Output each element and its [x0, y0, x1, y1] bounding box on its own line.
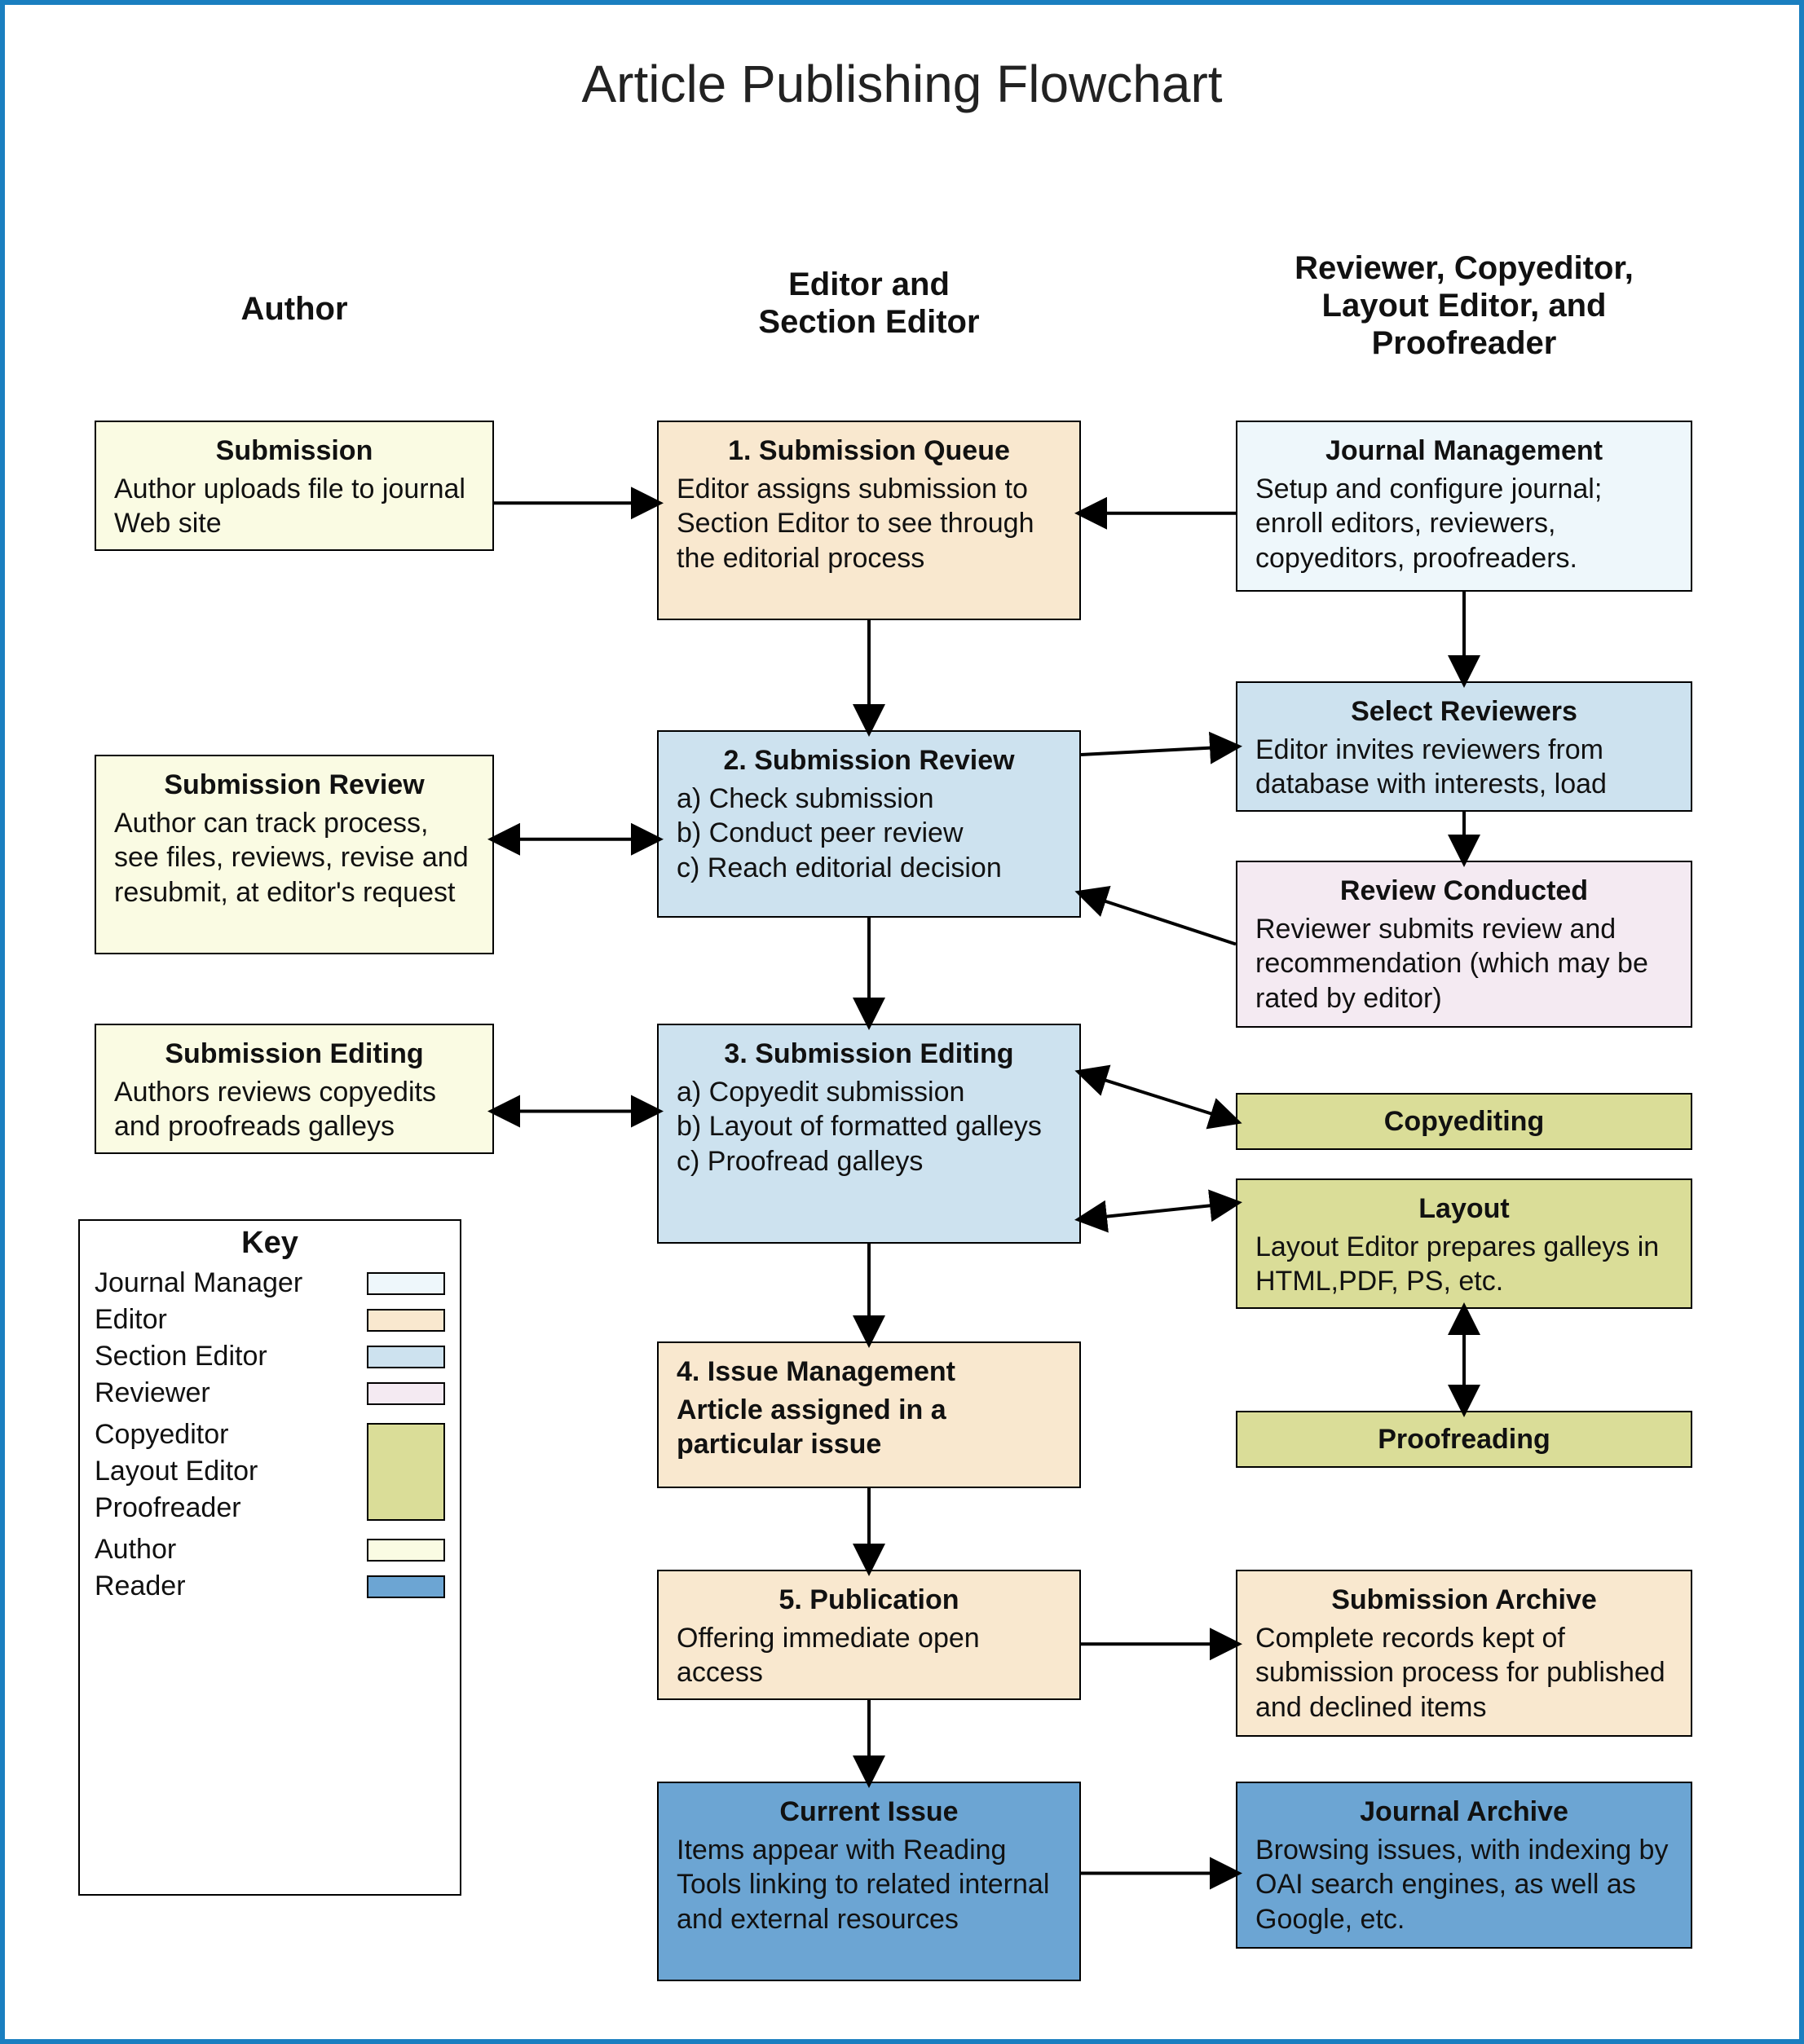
node-review: 2. Submission Review a) Check submissionb… [657, 730, 1081, 918]
legend-label: Copyeditor [95, 1419, 258, 1451]
legend-swatch [367, 1309, 445, 1332]
node-editing: 3. Submission Editinga) Copyedit submiss… [657, 1024, 1081, 1244]
column-header-editor: Editor andSection Editor [657, 266, 1081, 341]
legend-swatch [367, 1346, 445, 1368]
node-issue-mgmt: 4. Issue ManagementArticle assigned in a… [657, 1341, 1081, 1488]
legend-swatch [367, 1539, 445, 1562]
node-body: Author can track process, see files, rev… [114, 806, 474, 910]
node-title: Copyediting [1384, 1104, 1544, 1139]
node-title: Review Conducted [1255, 874, 1673, 909]
legend-row: Editor [95, 1304, 445, 1336]
legend-label-group: Copyeditor Layout Editor Proofreader [95, 1414, 258, 1529]
column-header-reviewer: Reviewer, Copyeditor,Layout Editor, andP… [1236, 249, 1692, 362]
legend-title: Key [95, 1226, 445, 1261]
node-body: Editor assigns submission to Section Edi… [677, 472, 1061, 576]
node-title: Layout [1255, 1192, 1673, 1227]
page-title: Article Publishing Flowchart [5, 54, 1799, 114]
legend-label: Section Editor [95, 1341, 267, 1372]
node-title: Submission Editing [114, 1037, 474, 1072]
legend-label: Author [95, 1534, 176, 1566]
node-submission-archive: Submission ArchiveComplete records kept … [1236, 1570, 1692, 1737]
node-select-reviewers: Select Reviewers Editor invites reviewers… [1236, 681, 1692, 812]
legend-label: Journal Manager [95, 1267, 302, 1299]
node-submission-review-author: Submission ReviewAuthor can track proces… [95, 755, 494, 954]
legend-swatch [367, 1423, 445, 1521]
node-current-issue: Current IssueItems appear with Reading T… [657, 1782, 1081, 1981]
legend-row: Section Editor [95, 1341, 445, 1372]
node-title: Proofreading [1378, 1422, 1550, 1457]
legend-label: Layout Editor [95, 1456, 258, 1487]
node-body: Layout Editor prepares galleys in HTML,P… [1255, 1230, 1673, 1299]
node-body: Author uploads file to journal Web site [114, 472, 474, 541]
legend-label: Proofreader [95, 1492, 258, 1524]
legend-label: Reviewer [95, 1377, 210, 1409]
legend-items: Journal Manager Editor Section Editor Revie… [95, 1267, 445, 1602]
node-body: a) Check submissionb) Conduct peer revie… [677, 782, 1061, 886]
legend-row: Copyeditor Layout Editor Proofreader [95, 1414, 445, 1529]
node-body: Editor invites reviewers from database w… [1255, 733, 1673, 802]
legend-box: Key Journal Manager Editor Section Editor R… [78, 1219, 461, 1896]
legend-row: Reader [95, 1570, 445, 1602]
node-submission: SubmissionAuthor uploads file to journal… [95, 421, 494, 551]
node-body: Items appear with Reading Tools linking … [677, 1833, 1061, 1937]
node-title: Journal Archive [1255, 1795, 1673, 1830]
legend-row: Author [95, 1534, 445, 1566]
node-proofreading: Proofreading [1236, 1411, 1692, 1468]
node-queue: 1. Submission QueueEditor assigns submis… [657, 421, 1081, 620]
legend-swatch [367, 1382, 445, 1405]
node-body: Complete records kept of submission proc… [1255, 1621, 1673, 1725]
legend-label: Editor [95, 1304, 167, 1336]
legend-row: Journal Manager [95, 1267, 445, 1299]
legend-swatch [367, 1575, 445, 1598]
column-header-author: Author [95, 290, 494, 328]
node-title: Current Issue [677, 1795, 1061, 1830]
node-submission-editing-author: Submission EditingAuthors reviews copyed… [95, 1024, 494, 1154]
node-journal-mgmt: Journal ManagementSetup and configure jo… [1236, 421, 1692, 592]
node-body: Reviewer submits review and recommendati… [1255, 912, 1673, 1016]
node-journal-archive: Journal ArchiveBrowsing issues, with ind… [1236, 1782, 1692, 1949]
node-title: 4. Issue Management [677, 1355, 1061, 1390]
node-title: 1. Submission Queue [677, 434, 1061, 469]
node-publication: 5. PublicationOffering immediate open ac… [657, 1570, 1081, 1700]
node-body: Article assigned in a particular issue [677, 1393, 1061, 1462]
node-copyediting: Copyediting [1236, 1093, 1692, 1150]
node-title: Submission Review [114, 768, 474, 803]
legend-label: Reader [95, 1570, 186, 1602]
node-layout: LayoutLayout Editor prepares galleys in … [1236, 1178, 1692, 1309]
node-title: Select Reviewers [1255, 694, 1673, 729]
node-body: Offering immediate open access [677, 1621, 1061, 1690]
node-title: 5. Publication [677, 1583, 1061, 1618]
node-body: Setup and configure journal; enroll edit… [1255, 472, 1673, 576]
flowchart-frame: Article Publishing Flowchart Author Edit… [0, 0, 1804, 2044]
node-title: Journal Management [1255, 434, 1673, 469]
node-body: a) Copyedit submissionb) Layout of forma… [677, 1075, 1061, 1179]
node-title: Submission [114, 434, 474, 469]
node-review-conducted: Review ConductedReviewer submits review … [1236, 861, 1692, 1028]
node-title: 2. Submission Review [677, 743, 1061, 778]
legend-swatch [367, 1272, 445, 1295]
node-body: Authors reviews copyedits and proofreads… [114, 1075, 474, 1144]
node-body: Browsing issues, with indexing by OAI se… [1255, 1833, 1673, 1937]
node-title: Submission Archive [1255, 1583, 1673, 1618]
legend-row: Reviewer [95, 1377, 445, 1409]
node-title: 3. Submission Editing [677, 1037, 1061, 1072]
